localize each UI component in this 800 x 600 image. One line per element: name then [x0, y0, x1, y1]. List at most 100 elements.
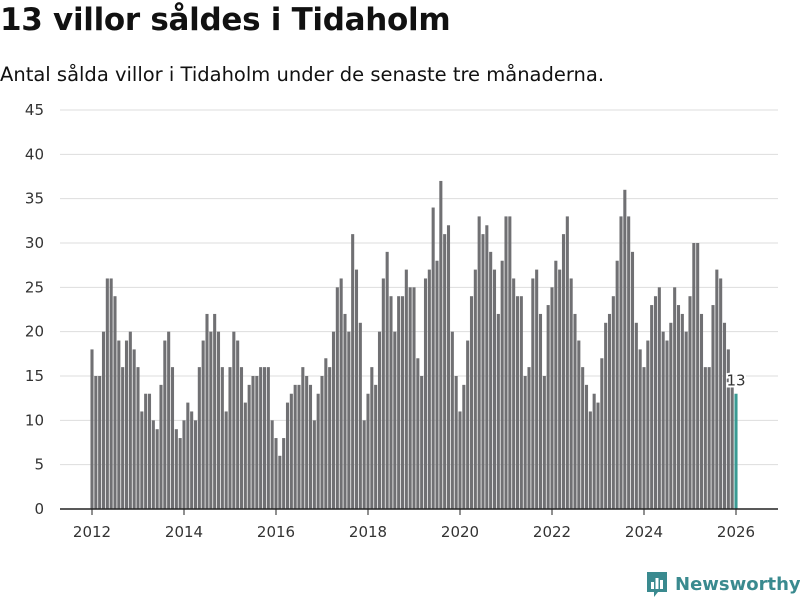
bar — [90, 349, 94, 509]
newsworthy-logo[interactable]: Newsworthy — [645, 570, 800, 598]
x-tick-label: 2012 — [73, 523, 111, 541]
bar — [680, 313, 684, 509]
bar — [328, 367, 332, 509]
y-tick-label: 40 — [25, 145, 44, 163]
y-tick-label: 25 — [25, 278, 44, 296]
bar — [427, 269, 431, 509]
bar — [446, 225, 451, 509]
bar — [657, 287, 661, 509]
bar — [190, 411, 194, 509]
bar — [251, 376, 255, 509]
bar — [232, 331, 236, 509]
bar — [182, 420, 186, 509]
bar — [519, 296, 523, 509]
bar — [726, 349, 730, 509]
bar — [454, 376, 458, 509]
bar — [650, 305, 654, 509]
bar — [105, 278, 109, 509]
bar — [174, 429, 178, 509]
bar — [347, 331, 351, 509]
chart-title: 13 villor såldes i Tidaholm — [0, 2, 451, 38]
bar — [600, 358, 604, 509]
bar — [343, 313, 347, 509]
bar — [98, 376, 102, 509]
bar — [561, 234, 566, 509]
highlight-bar — [734, 393, 738, 509]
bar — [546, 305, 550, 509]
bar — [523, 376, 527, 509]
bar — [711, 305, 715, 509]
x-tick-label: 2020 — [441, 523, 479, 541]
bar — [469, 296, 474, 509]
bar — [220, 367, 224, 509]
bar — [592, 393, 596, 509]
bar — [274, 438, 278, 509]
bar — [535, 269, 539, 509]
bar — [213, 313, 217, 509]
x-tick-label: 2024 — [625, 523, 663, 541]
bar — [358, 322, 362, 509]
bar — [435, 260, 439, 509]
y-tick-label: 0 — [34, 500, 44, 518]
bar — [354, 269, 359, 509]
bar — [439, 180, 443, 509]
bar — [408, 287, 412, 509]
bar — [477, 216, 481, 509]
bar — [623, 189, 627, 510]
bar — [282, 438, 286, 509]
bar — [289, 393, 293, 509]
bar — [588, 411, 592, 509]
bar — [669, 322, 673, 509]
bar — [193, 420, 198, 509]
bar — [136, 367, 140, 509]
bar — [676, 305, 681, 509]
bar — [722, 322, 727, 509]
bar — [699, 313, 704, 509]
bar — [642, 367, 646, 509]
bar — [389, 296, 393, 509]
bar — [278, 455, 282, 509]
bar — [312, 420, 316, 509]
x-tick-label: 2026 — [717, 523, 755, 541]
bar — [124, 340, 129, 509]
bar — [335, 287, 339, 509]
bar — [404, 269, 408, 509]
bar — [397, 296, 401, 509]
bar — [243, 402, 247, 509]
bar — [324, 358, 328, 509]
bar — [121, 367, 125, 509]
bar — [707, 367, 711, 509]
bar — [692, 243, 696, 509]
bar — [673, 287, 677, 509]
bar — [443, 234, 447, 509]
bar — [301, 367, 305, 509]
bar — [209, 331, 213, 509]
bar — [665, 340, 669, 509]
bar — [400, 296, 405, 509]
bar — [262, 367, 267, 509]
bar — [462, 384, 466, 509]
bar — [109, 278, 113, 509]
bar — [147, 393, 152, 509]
bar — [201, 340, 205, 509]
bar — [170, 367, 175, 509]
bar — [489, 251, 493, 509]
y-tick-label: 10 — [25, 411, 44, 429]
bar — [178, 438, 182, 509]
y-tick-label: 5 — [34, 456, 44, 474]
bar — [596, 402, 600, 509]
x-tick-label: 2016 — [257, 523, 295, 541]
bar — [661, 331, 665, 509]
bar — [569, 278, 573, 509]
bar — [542, 376, 546, 509]
bar — [393, 331, 397, 509]
bar — [266, 367, 270, 509]
bar — [320, 376, 324, 509]
bar — [331, 331, 336, 509]
bar — [703, 367, 707, 509]
bar — [94, 376, 98, 509]
bar — [688, 296, 692, 509]
bar — [646, 340, 650, 509]
bar — [581, 367, 585, 509]
y-tick-label: 15 — [25, 367, 44, 385]
